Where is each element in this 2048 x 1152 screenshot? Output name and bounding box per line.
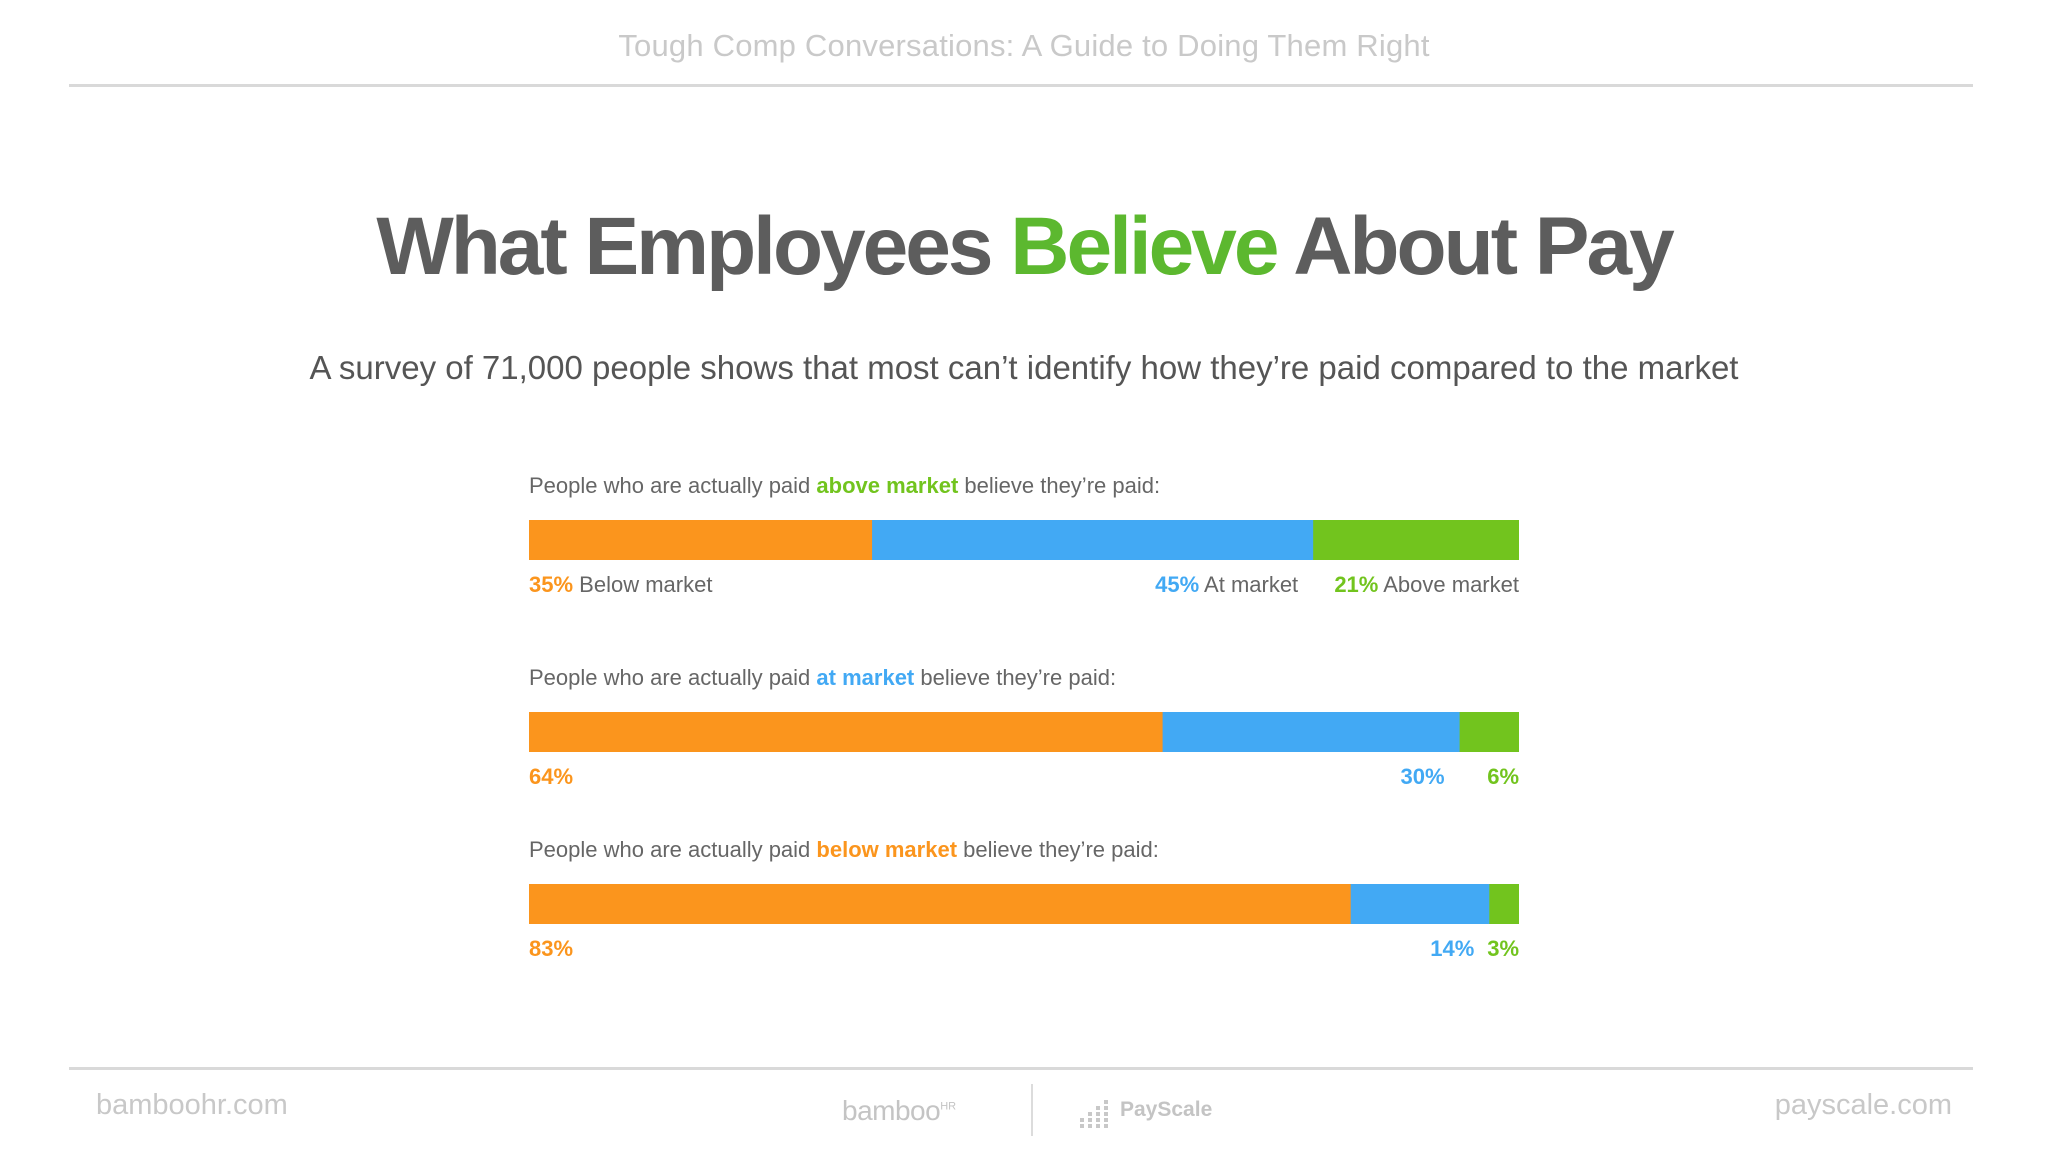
group-label-highlight: at market bbox=[816, 665, 915, 690]
bar-segment bbox=[1162, 712, 1461, 752]
value-label-percent: 45% bbox=[1155, 572, 1199, 597]
group-label-suffix: believe they’re paid: bbox=[957, 837, 1159, 862]
value-label: 21% Above market bbox=[1334, 572, 1519, 597]
slide-title-part2: About Pay bbox=[1276, 201, 1674, 292]
footer-logos: bambooHR PayScale bbox=[820, 1082, 1240, 1142]
group-label-prefix: People who are actually paid bbox=[529, 473, 816, 498]
bamboohr-logo-text: bamboo bbox=[842, 1095, 941, 1126]
footer-right-url: payscale.com bbox=[1774, 1089, 1952, 1121]
value-label: 14% bbox=[1430, 936, 1474, 961]
value-label-percent: 14% bbox=[1430, 936, 1474, 961]
bamboohr-logo: bambooHR bbox=[842, 1095, 956, 1127]
group-label: People who are actually paid at market b… bbox=[529, 665, 1116, 690]
bar-segment bbox=[529, 712, 1164, 752]
value-label-category: Below market bbox=[573, 572, 712, 597]
value-label: 35% Below market bbox=[529, 572, 712, 597]
bar-segment bbox=[1489, 884, 1519, 924]
chart-group-2: People who are actually paid at market b… bbox=[529, 665, 1519, 789]
bar-segment bbox=[529, 884, 1352, 924]
group-label-highlight: below market bbox=[816, 837, 957, 862]
value-label-category: At market bbox=[1199, 572, 1298, 597]
bar-segment bbox=[529, 520, 873, 560]
value-label-percent: 30% bbox=[1401, 764, 1445, 789]
top-divider bbox=[69, 84, 1973, 87]
slide-title-accent: Believe bbox=[1010, 201, 1279, 292]
bar-segment bbox=[1350, 884, 1490, 924]
bottom-divider bbox=[69, 1067, 1973, 1070]
slide-title: What Employees Believe About Pay bbox=[0, 200, 2048, 294]
bamboohr-logo-suffix: HR bbox=[940, 1100, 957, 1113]
group-label-prefix: People who are actually paid bbox=[529, 665, 816, 690]
value-label-percent: 6% bbox=[1487, 764, 1519, 789]
bar-segment bbox=[1313, 520, 1519, 560]
group-label: People who are actually paid above marke… bbox=[529, 473, 1160, 498]
logo-divider bbox=[1031, 1084, 1033, 1136]
value-label-category: Above market bbox=[1378, 572, 1519, 597]
chart-group-3: People who are actually paid below marke… bbox=[529, 837, 1519, 961]
slide-subtitle: A survey of 71,000 people shows that mos… bbox=[309, 349, 1739, 386]
chart-svg: People who are actually paid above marke… bbox=[529, 473, 1519, 961]
slide-title-part1: What Employees bbox=[376, 201, 1011, 292]
value-label-percent: 83% bbox=[529, 936, 573, 961]
value-label: 45% At market bbox=[1155, 572, 1298, 597]
footer-left-url: bamboohr.com bbox=[96, 1089, 288, 1121]
presentation-title: Tough Comp Conversations: A Guide to Doi… bbox=[618, 28, 1430, 63]
bar-segment bbox=[1459, 712, 1519, 752]
payscale-logo: PayScale bbox=[1120, 1098, 1213, 1121]
group-label-prefix: People who are actually paid bbox=[529, 837, 816, 862]
chart-group-1: People who are actually paid above marke… bbox=[529, 473, 1519, 597]
stacked-bar-chart: People who are actually paid above marke… bbox=[529, 470, 1519, 990]
group-label-suffix: believe they’re paid: bbox=[914, 665, 1116, 690]
value-label: 64% bbox=[529, 764, 573, 789]
value-label: 3% bbox=[1487, 936, 1519, 961]
payscale-bars-icon bbox=[1080, 1100, 1108, 1128]
value-label: 30% bbox=[1401, 764, 1445, 789]
value-label: 6% bbox=[1487, 764, 1519, 789]
bar-segment bbox=[872, 520, 1314, 560]
group-label-highlight: above market bbox=[816, 473, 959, 498]
value-label-percent: 21% bbox=[1334, 572, 1378, 597]
value-label: 83% bbox=[529, 936, 573, 961]
group-label-suffix: believe they’re paid: bbox=[958, 473, 1160, 498]
group-label: People who are actually paid below marke… bbox=[529, 837, 1159, 862]
value-label-percent: 3% bbox=[1487, 936, 1519, 961]
value-label-percent: 64% bbox=[529, 764, 573, 789]
value-label-percent: 35% bbox=[529, 572, 573, 597]
